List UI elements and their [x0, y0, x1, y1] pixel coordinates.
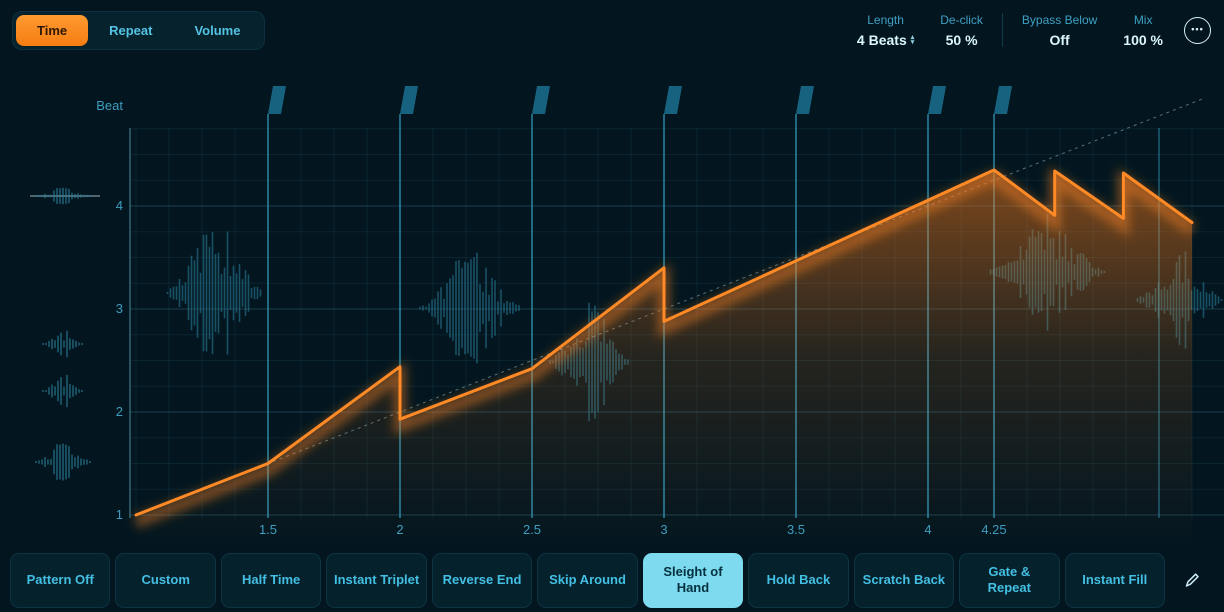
param-bypass-below: Bypass Below Off — [1022, 13, 1097, 48]
slice-flag-icon[interactable] — [928, 86, 946, 114]
preset-pattern-off[interactable]: Pattern Off — [10, 552, 111, 608]
preset-instant-fill[interactable]: Instant Fill — [1064, 552, 1165, 608]
param-mix: Mix 100 % — [1123, 13, 1163, 48]
preset-instant-triplet[interactable]: Instant Triplet — [326, 552, 427, 608]
preset-bar: Pattern Off Custom Half Time Instant Triple… — [0, 548, 1224, 612]
param-divider — [1001, 13, 1003, 47]
slice-flag-icon[interactable] — [268, 86, 286, 114]
y-tick-label: 3 — [116, 301, 123, 316]
param-value-de-click[interactable]: 50 % — [945, 31, 978, 48]
param-label-length: Length — [867, 12, 904, 27]
stepper-icon[interactable]: ▴ ▾ — [910, 33, 915, 46]
more-options-button[interactable]: ••• — [1184, 16, 1211, 44]
param-de-click: De-click 50 % — [940, 13, 983, 48]
slice-flag-icon[interactable] — [994, 86, 1012, 114]
x-tick-label: 1.5 — [259, 522, 277, 537]
header-bar: Time Repeat Volume Length 4 Beats ▴ ▾ De-click… — [0, 0, 1224, 60]
x-tick-label: 4.25 — [981, 522, 1006, 537]
x-tick-label: 3.5 — [787, 522, 805, 537]
parameter-group: Length 4 Beats ▴ ▾ De-click 50 % Bypass Below O… — [844, 13, 1176, 48]
y-tick-label: 1 — [116, 507, 123, 522]
param-value-length[interactable]: 4 Beats ▴ ▾ — [856, 31, 915, 48]
preset-sleight-of-hand[interactable]: Sleight of Hand — [642, 552, 744, 608]
x-tick-label: 2.5 — [523, 522, 541, 537]
preset-reverse-end[interactable]: Reverse End — [431, 552, 533, 608]
slice-flag-icon[interactable] — [400, 86, 418, 114]
edit-pattern-button[interactable] — [1170, 553, 1214, 608]
param-label-bypass-below: Bypass Below — [1021, 12, 1098, 27]
slice-flag-icon[interactable] — [532, 86, 550, 114]
preset-custom[interactable]: Custom — [115, 552, 216, 608]
preset-scratch-back[interactable]: Scratch Back — [853, 552, 955, 608]
preset-gate-repeat[interactable]: Gate & Repeat — [959, 552, 1060, 608]
x-tick-label: 4 — [924, 522, 931, 537]
tab-time[interactable]: Time — [16, 14, 89, 46]
preset-skip-around[interactable]: Skip Around — [537, 552, 638, 608]
axis-labels: Beat 1 2 3 4 1.5 2 2.5 3 3.5 4 4.25 — [96, 98, 1006, 537]
time-curve[interactable] — [133, 166, 1196, 546]
view-tab-group: Time Repeat Volume — [12, 10, 266, 50]
slice-flag-icon[interactable] — [664, 86, 682, 114]
param-label-mix: Mix — [1133, 12, 1153, 27]
tab-repeat[interactable]: Repeat — [88, 15, 173, 46]
x-tick-label: 2 — [396, 522, 403, 537]
pattern-graph: Beat 1 2 3 4 1.5 2 2.5 3 3.5 4 4.25 — [30, 86, 1224, 546]
param-value-mix[interactable]: 100 % — [1123, 31, 1163, 48]
param-label-de-click: De-click — [940, 12, 983, 27]
tab-volume[interactable]: Volume — [173, 15, 261, 46]
param-value-bypass-below[interactable]: Off — [1049, 31, 1070, 48]
y-tick-label: 2 — [116, 404, 123, 419]
pencil-icon — [1185, 573, 1199, 587]
preset-hold-back[interactable]: Hold Back — [748, 552, 849, 608]
param-length: Length 4 Beats ▴ ▾ — [857, 13, 914, 48]
y-tick-label: 4 — [116, 198, 123, 213]
preset-half-time[interactable]: Half Time — [220, 552, 322, 608]
ellipsis-icon: ••• — [1191, 24, 1204, 34]
slice-flag-icon[interactable] — [796, 86, 814, 114]
x-tick-label: 3 — [660, 522, 667, 537]
y-axis-title: Beat — [96, 98, 123, 113]
